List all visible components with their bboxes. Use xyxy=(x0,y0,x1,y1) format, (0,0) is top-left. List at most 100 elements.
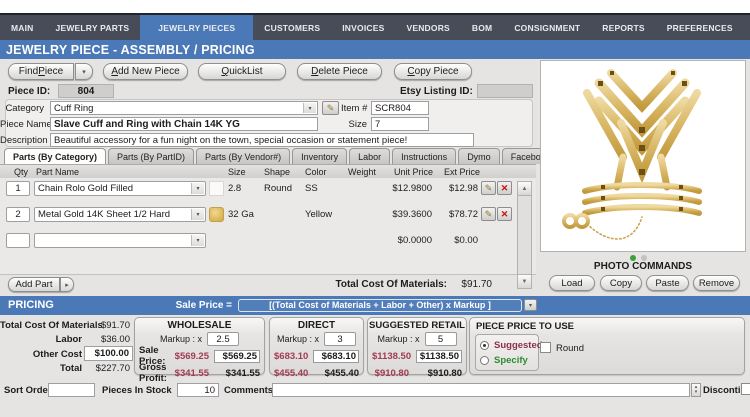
tab-parts-by-vendor[interactable]: Parts (By Vendor#) xyxy=(196,148,291,164)
option-specify[interactable]: Specify xyxy=(480,355,528,366)
part-thumbnail xyxy=(209,181,224,196)
menu-main[interactable]: MAIN xyxy=(11,22,34,33)
sale-price-formula-select[interactable]: [(Total Cost of Materials + Labor + Othe… xyxy=(238,298,522,312)
photo-page-dot[interactable] xyxy=(641,255,647,261)
edit-part-button[interactable]: ✎ xyxy=(481,207,496,221)
menu-reports[interactable]: REPORTS xyxy=(602,22,645,33)
parts-scrollbar[interactable]: ▲ ▼ xyxy=(517,181,532,289)
page-header: JEWELRY PIECE - ASSEMBLY / PRICING xyxy=(0,40,750,59)
wholesale-markup-field[interactable]: 2.5 xyxy=(207,332,239,346)
photo-panel[interactable] xyxy=(540,60,746,252)
table-row: 2 Metal Gold 14K Sheet 1/2 Hard ▾ 32 Ga … xyxy=(0,207,536,231)
other-cost-field[interactable]: $100.00 xyxy=(84,346,133,361)
tab-parts-by-partid[interactable]: Parts (By PartID) xyxy=(108,148,195,164)
chevron-down-icon[interactable]: ▾ xyxy=(191,183,204,194)
round-label: Round xyxy=(556,343,584,354)
chevron-down-icon[interactable]: ▾ xyxy=(191,235,204,246)
direct-title: DIRECT xyxy=(297,320,336,331)
sale-price-row-label: Sale Price: xyxy=(139,345,166,367)
photo-paste-button[interactable]: Paste xyxy=(646,275,689,291)
suggested-sale-field[interactable]: $1138.50 xyxy=(416,349,462,363)
sort-order-field[interactable] xyxy=(48,383,95,397)
photo-remove-button[interactable]: Remove xyxy=(693,275,740,291)
category-select[interactable]: Cuff Ring ▾ xyxy=(50,101,318,115)
part-ext-price: $12.98 xyxy=(448,183,478,194)
menu-preferences[interactable]: PREFERENCES xyxy=(666,22,733,33)
size-field[interactable]: 7 xyxy=(371,117,429,131)
edit-part-button[interactable]: ✎ xyxy=(481,181,496,195)
col-qty: Qty xyxy=(14,167,29,177)
piece-name-field[interactable]: Slave Cuff and Ring with Chain 14K YG xyxy=(50,117,318,131)
pricing-title: PRICING xyxy=(8,299,54,311)
tab-instructions[interactable]: Instructions xyxy=(392,148,457,164)
cost-materials-label: Total Cost Of Materials xyxy=(0,320,103,331)
menu-customers[interactable]: CUSTOMERS xyxy=(264,22,321,33)
pieces-in-stock-label: Pieces In Stock xyxy=(102,385,172,396)
menu-about[interactable]: ABOUT xyxy=(744,15,750,40)
direct-sale-field[interactable]: $683.10 xyxy=(313,349,359,363)
item-number-label: Item # xyxy=(341,103,368,114)
chevron-down-icon[interactable]: ▾ xyxy=(303,103,316,113)
qty-field[interactable]: 1 xyxy=(6,181,30,196)
part-name-select[interactable]: ▾ xyxy=(34,233,206,248)
menu-bom[interactable]: BOM xyxy=(471,22,493,33)
tab-labor[interactable]: Labor xyxy=(349,148,391,164)
wholesale-sale-field[interactable]: $569.25 xyxy=(214,349,260,363)
col-ext-price: Ext Price xyxy=(444,167,481,177)
photo-load-button[interactable]: Load xyxy=(549,275,595,291)
comments-field[interactable] xyxy=(272,383,690,397)
suggested-markup-field[interactable]: 5 xyxy=(424,332,457,346)
qty-field[interactable] xyxy=(6,233,30,248)
markup-label: Markup : x xyxy=(159,334,202,344)
tab-inventory[interactable]: Inventory xyxy=(292,148,348,164)
col-size: Size xyxy=(228,167,246,177)
etsy-listing-id-field[interactable] xyxy=(477,84,533,98)
window-top-strip xyxy=(0,0,750,13)
menu-jewelry-pieces[interactable]: JEWELRY PIECES xyxy=(140,15,254,40)
discontinued-checkbox[interactable] xyxy=(741,383,750,395)
photo-copy-button[interactable]: Copy xyxy=(600,275,642,291)
delete-icon: ✕ xyxy=(500,208,509,219)
radio-specify[interactable] xyxy=(480,356,489,365)
formula-dropdown-button[interactable]: ▾ xyxy=(524,299,537,311)
parts-table-header: Qty Part Name Size Shape Color Weight Un… xyxy=(0,164,536,180)
pieces-in-stock-field[interactable]: 10 xyxy=(177,383,219,397)
part-name-select[interactable]: Chain Rolo Gold Filled ▾ xyxy=(34,181,206,196)
item-number-field[interactable]: SCR804 xyxy=(371,101,429,115)
scroll-up-icon[interactable]: ▲ xyxy=(518,182,531,196)
edit-category-button[interactable]: ✎ xyxy=(322,101,339,115)
find-piece-dropdown-button[interactable]: ▾ xyxy=(75,63,93,80)
menu-invoices[interactable]: INVOICES xyxy=(342,22,385,33)
pencil-icon: ✎ xyxy=(484,208,493,219)
wholesale-profit-value: $341.55 xyxy=(225,367,260,379)
comments-stepper[interactable]: ▴ ▾ xyxy=(691,383,701,397)
delete-part-button[interactable]: ✕ xyxy=(497,207,512,221)
piece-name-label: Piece Name xyxy=(0,119,52,130)
delete-part-button[interactable]: ✕ xyxy=(497,181,512,195)
tab-dymo[interactable]: Dymo xyxy=(458,148,500,164)
add-part-menu-button[interactable]: ▸ xyxy=(60,277,74,292)
cost-labor-label: Labor xyxy=(55,334,82,345)
qty-field[interactable]: 2 xyxy=(6,207,30,222)
add-part-button[interactable]: Add Part xyxy=(8,277,60,292)
menu-jewelry-parts[interactable]: JEWELRY PARTS xyxy=(55,22,130,33)
round-checkbox[interactable] xyxy=(540,342,551,353)
scroll-down-icon[interactable]: ▼ xyxy=(518,274,531,288)
part-name-select[interactable]: Metal Gold 14K Sheet 1/2 Hard ▾ xyxy=(34,207,206,222)
chevron-down-icon[interactable]: ▾ xyxy=(191,209,204,220)
option-suggested[interactable]: Suggested xyxy=(480,340,543,351)
radio-suggested[interactable] xyxy=(480,341,489,350)
description-field[interactable]: Beautiful accessory for a fun night on t… xyxy=(50,133,474,147)
photo-page-dot-active[interactable] xyxy=(630,255,636,261)
col-shape: Shape xyxy=(264,167,291,177)
menu-consignment[interactable]: CONSIGNMENT xyxy=(514,22,581,33)
direct-markup-field[interactable]: 3 xyxy=(324,332,356,346)
tab-parts-by-category[interactable]: Parts (By Category) xyxy=(4,148,107,164)
menu-vendors[interactable]: VENDORS xyxy=(406,22,450,33)
